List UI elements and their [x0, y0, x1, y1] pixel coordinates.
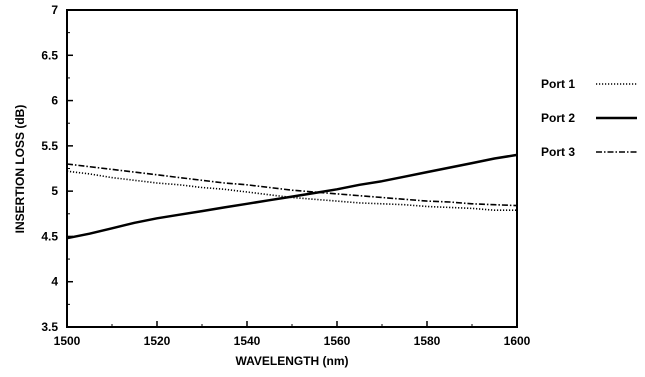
x-tick-label: 1600 — [504, 334, 531, 348]
y-axis-ticks: 3.5 4 4.5 5 5.5 6 6.5 7 — [41, 3, 73, 334]
legend-label: Port 3 — [541, 145, 575, 159]
series-line-port-2 — [66, 153, 518, 240]
y-tick-label: 3.5 — [41, 320, 58, 334]
x-axis-title: WAVELENGTH (nm) — [235, 354, 348, 368]
y-axis-title: INSERTION LOSS (dB) — [13, 105, 27, 234]
legend: Port 1 Port 2 Port 3 — [541, 77, 637, 159]
y-tick-label: 5.5 — [41, 139, 58, 153]
x-axis-ticks: 1500 1520 1540 1560 1580 1600 — [54, 321, 531, 348]
x-tick-label: 1580 — [414, 334, 441, 348]
y-tick-label: 6.5 — [41, 48, 58, 62]
series-line-port-1 — [66, 170, 517, 211]
y-tick-label: 4.5 — [41, 229, 58, 243]
y-tick-label: 6 — [51, 94, 58, 108]
x-tick-label: 1540 — [234, 334, 261, 348]
legend-label: Port 1 — [541, 77, 575, 91]
x-tick-label: 1560 — [324, 334, 351, 348]
series-line-port-3 — [66, 163, 518, 207]
legend-label: Port 2 — [541, 111, 575, 125]
y-tick-label: 4 — [51, 275, 58, 289]
y-tick-label: 5 — [51, 184, 58, 198]
series-lines — [66, 153, 518, 240]
y-tick-label: 7 — [51, 3, 58, 17]
x-tick-label: 1520 — [144, 334, 171, 348]
x-tick-label: 1500 — [54, 334, 81, 348]
